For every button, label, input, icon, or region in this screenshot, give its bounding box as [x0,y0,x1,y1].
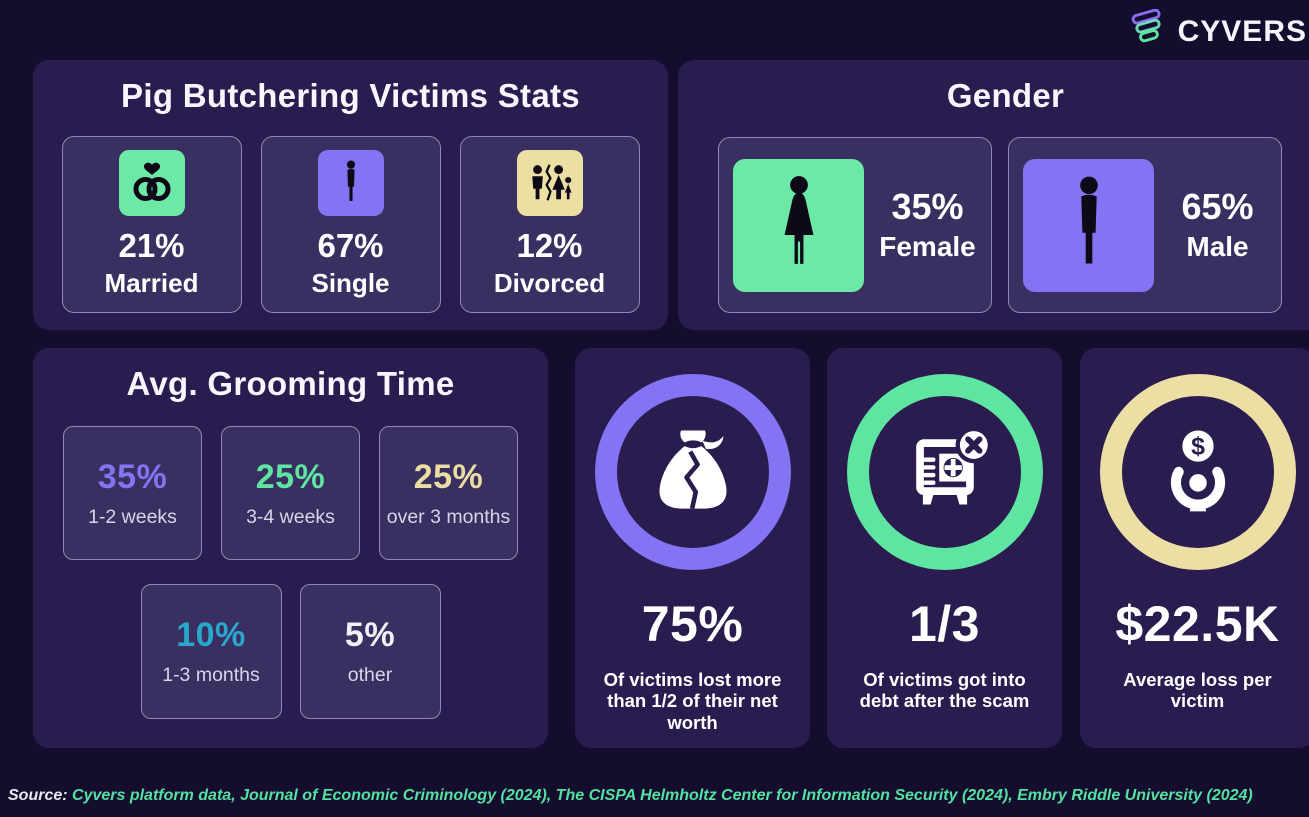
gender-row: 35% Female 65% Male [718,137,1309,313]
divorced-label: Divorced [493,268,606,298]
single-tile: 67% Single [260,136,441,313]
grooming-value: 25% [413,457,484,496]
grooming-value: 25% [255,457,326,496]
debt-value: 1/3 [908,596,980,652]
wedding-rings-icon [118,150,185,216]
grooming-row-2: 10% 1-3 months 5% other [33,584,548,719]
single-value: 67% [317,227,384,264]
average-loss-card: $ $22.5K Average loss per victim [1080,348,1309,748]
grooming-tile-other: 5% other [299,584,441,719]
svg-text:$: $ [1191,433,1205,460]
money-bag-icon [647,424,739,521]
debt-description: Of victims got into debt after the scam [859,669,1030,712]
divorced-value: 12% [516,227,583,264]
average-loss-description: Average loss per victim [1123,669,1272,712]
networth-value: 75% [641,596,744,652]
grooming-title: Avg. Grooming Time [126,365,455,402]
female-value: 35% [891,186,964,228]
female-label: Female [879,231,976,263]
grooming-value: 35% [97,457,168,496]
networth-loss-card: 75% Of victims lost more than 1/2 of the… [575,348,810,748]
grooming-value: 5% [344,616,396,654]
married-label: Married [104,268,199,298]
male-label: Male [1186,231,1249,263]
single-label: Single [311,268,390,298]
grooming-label: 3-4 weeks [246,505,335,528]
divorced-tile: 12% Divorced [459,136,640,313]
grooming-time-card: Avg. Grooming Time 35% 1-2 weeks 25% 3-4… [33,348,548,748]
victims-stats-title: Pig Butchering Victims Stats [121,77,580,114]
gender-card: Gender 35% Female 65% [678,60,1309,330]
source-prefix: Source: [8,787,73,804]
gender-title: Gender [946,77,1065,114]
networth-description: Of victims lost more than 1/2 of their n… [603,669,782,733]
grooming-value: 10% [176,616,246,654]
grooming-label: 1-3 months [162,664,260,686]
source-citations: Cyvers platform data, Journal of Economi… [72,787,1253,804]
debt-card: 1/3 Of victims got into debt after the s… [827,348,1062,748]
dollar-loss-ring: $ [1099,374,1296,570]
grooming-tile-1-2-weeks: 35% 1-2 weeks [63,426,202,560]
grooming-label: over 3 months [386,505,511,528]
grooming-label: other [347,664,393,686]
cyvers-wordmark: CYVERS [1177,14,1307,48]
cyvers-logo: CYVERS [1127,8,1307,54]
male-icon [1023,158,1154,292]
female-icon [733,158,864,292]
grooming-row-1: 35% 1-2 weeks 25% 3-4 weeks 25% over 3 m… [33,426,548,560]
grooming-tile-3-4-weeks: 25% 3-4 weeks [221,426,360,560]
grooming-label: 1-2 weeks [88,505,177,528]
victims-stats-card: Pig Butchering Victims Stats 21% Married… [33,60,668,330]
vault-x-icon [897,422,993,523]
average-loss-value: $22.5K [1115,596,1280,652]
dollar-loss-icon: $ [1152,424,1244,521]
divorced-family-icon [516,150,583,216]
money-bag-ring [594,374,791,570]
source-line: Source: Cyvers platform data, Journal of… [8,787,1253,805]
female-tile: 35% Female [718,137,992,313]
married-value: 21% [118,227,185,264]
male-text: 65% Male [1154,186,1281,263]
female-text: 35% Female [864,186,991,263]
male-value: 65% [1181,186,1254,228]
victims-stats-row: 21% Married 67% Single [33,136,668,313]
grooming-tile-1-3-months: 10% 1-3 months [140,584,282,719]
married-tile: 21% Married [61,136,242,313]
single-person-icon [317,150,384,216]
male-tile: 65% Male [1008,137,1282,313]
vault-ring [846,374,1043,570]
grooming-tile-over-3-months: 25% over 3 months [379,426,518,560]
cyvers-logo-icon [1127,8,1169,54]
